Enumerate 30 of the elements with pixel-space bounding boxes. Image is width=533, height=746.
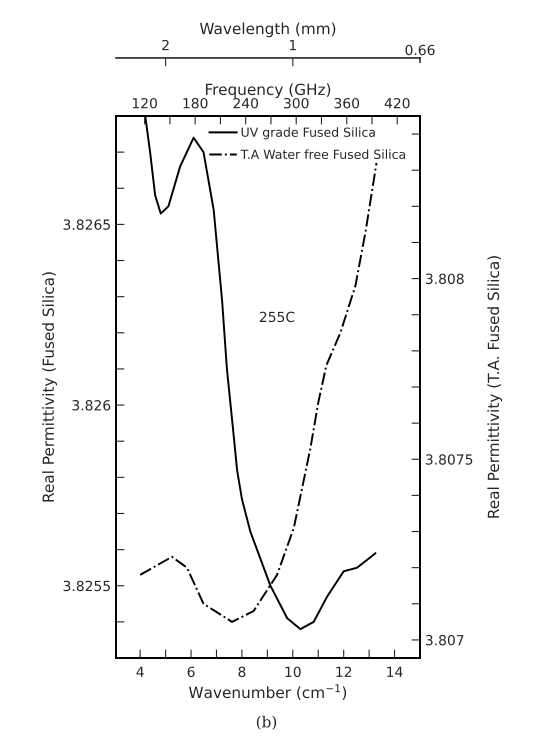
x2-tick-label: 360 bbox=[334, 98, 360, 108]
x-tick-label: 10 bbox=[285, 666, 301, 678]
y2-tick-label: 3.807 bbox=[426, 634, 464, 646]
x-tick-label: 8 bbox=[238, 666, 246, 678]
x-tick-label: 12 bbox=[336, 666, 352, 677]
x-tick-label: 4 bbox=[136, 666, 144, 677]
text: Wavelength (mm) bbox=[200, 22, 336, 38]
x-tick-label: 6 bbox=[188, 666, 195, 678]
x2-tick-label: 180 bbox=[183, 98, 208, 108]
x2-axis-title: Frequency (GHz) bbox=[206, 83, 330, 98]
x-tick-label: 14 bbox=[387, 666, 403, 677]
x2-tick-label: 120 bbox=[132, 98, 157, 108]
x2-tick-label: 420 bbox=[384, 98, 410, 108]
legend-label: UV grade Fused Silica bbox=[242, 127, 375, 140]
y-tick-label: 3.8255 bbox=[64, 580, 110, 592]
y-tick-label: 3.826 bbox=[72, 400, 110, 411]
x-axis-title: Wavenumber (cm$^{−1}$) bbox=[188, 684, 346, 700]
annotation: 2 bbox=[162, 40, 169, 50]
x2-tick-label: 300 bbox=[284, 98, 309, 108]
text: 0.66 bbox=[405, 44, 435, 56]
y2-tick-label: 3.8075 bbox=[426, 454, 472, 465]
y-axis-title: Real Permittivity (Fused Silica) bbox=[42, 272, 57, 502]
legend-label: T.A Water free Fused Silica bbox=[240, 149, 406, 160]
y-tick-label: 3.8265 bbox=[64, 219, 110, 230]
x2-tick-label: 240 bbox=[233, 98, 258, 108]
y2-axis-title: Real Permittivity (T.A. Fused Silica) bbox=[487, 256, 502, 518]
text: (b) bbox=[256, 716, 276, 730]
y2-tick-label: 3.808 bbox=[426, 274, 464, 284]
annotation: 1 bbox=[290, 40, 296, 50]
annotation: 255C bbox=[260, 312, 294, 322]
